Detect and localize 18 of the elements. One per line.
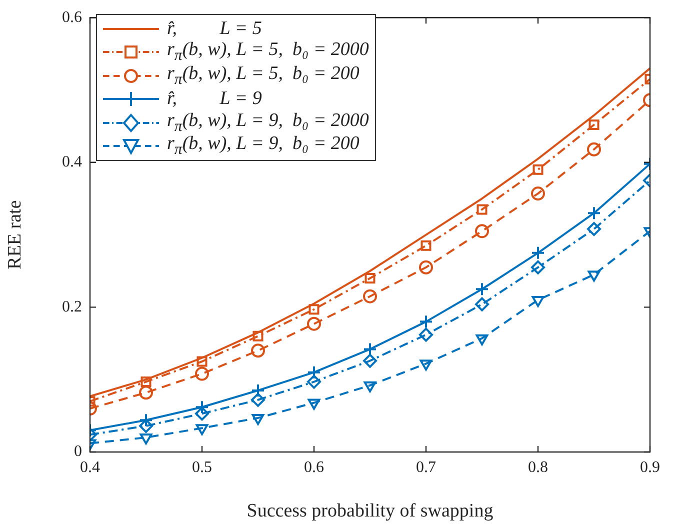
legend-label: r̂, L = 9: [167, 88, 262, 110]
x-tick-label: 0.6: [304, 458, 324, 476]
legend-label: r$_{π}$(b, w), L = 9, b₀ = 2000: [167, 110, 369, 135]
y-tick-label: 0: [74, 443, 82, 460]
x-tick-label: 0.5: [192, 458, 212, 476]
legend-label: r̂, L = 5: [167, 18, 262, 40]
x-tick-label: 0.7: [416, 458, 436, 476]
y-tick-label: 0.4: [62, 154, 82, 171]
legend-label: r$_{π}$(b, w), L = 9, b₀ = 200: [167, 133, 360, 160]
x-tick-label: 0.8: [528, 458, 548, 476]
x-tick-label: 0.9: [640, 458, 660, 476]
legend-label: r$_{π}$(b, w), L = 5, b₀ = 200: [167, 62, 360, 89]
y-axis-title: REE rate: [4, 200, 26, 270]
y-tick-label: 0.6: [62, 8, 82, 26]
legend-label: r$_{π}$(b, w), L = 5, b₀ = 2000: [167, 39, 369, 64]
y-tick-label: 0.2: [62, 298, 82, 316]
x-axis-title: Success probability of swapping: [246, 500, 494, 522]
x-tick-label: 0.4: [80, 458, 100, 476]
